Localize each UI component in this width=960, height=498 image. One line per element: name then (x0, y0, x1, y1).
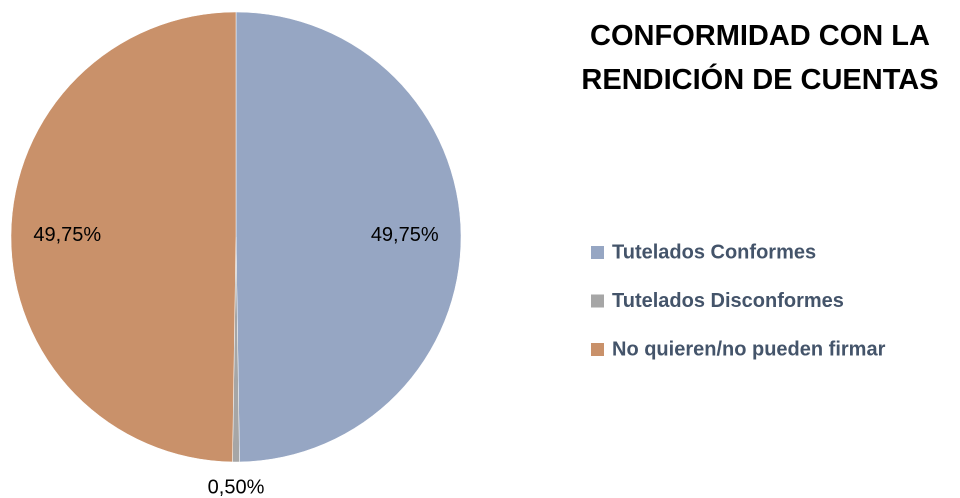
chart-title: CONFORMIDAD CON LA RENDICIÓN DE CUENTAS (581, 20, 939, 96)
legend-swatch (591, 246, 604, 259)
data-label: 49,75% (33, 224, 101, 246)
legend-label: Tutelados Conformes (612, 241, 816, 263)
legend-swatch (591, 343, 604, 356)
pie-slice (235, 11, 462, 463)
data-label: 0,50% (208, 476, 265, 498)
legend-label: No quieren/no pueden firmar (612, 338, 886, 360)
legend-swatch (591, 294, 604, 308)
data-label: 49,75% (371, 224, 439, 246)
pie-slice (10, 11, 237, 463)
legend-label: Tutelados Disconformes (612, 290, 844, 312)
